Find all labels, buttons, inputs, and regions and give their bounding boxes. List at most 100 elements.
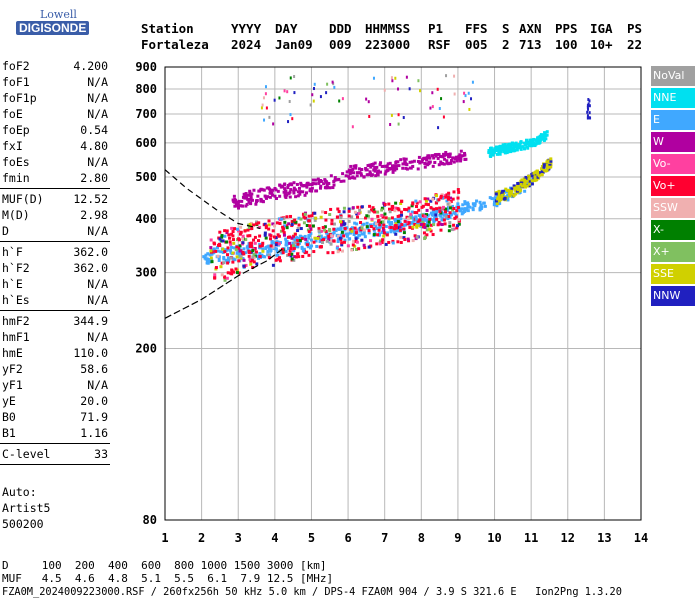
echo-mark bbox=[514, 187, 518, 191]
echo-mark bbox=[231, 238, 235, 242]
echo-mark bbox=[319, 215, 323, 219]
x-tick-label: 8 bbox=[418, 531, 425, 545]
echo-mark bbox=[349, 228, 353, 232]
echo-mark bbox=[264, 85, 267, 89]
echo-mark bbox=[383, 88, 386, 92]
echo-mark bbox=[281, 228, 285, 232]
echo-mark bbox=[280, 247, 284, 251]
echo-mark bbox=[408, 225, 412, 229]
echo-mark bbox=[251, 265, 255, 269]
param-row: hmF1 N/A bbox=[0, 329, 110, 345]
echo-mark bbox=[377, 232, 381, 236]
echo-mark bbox=[258, 252, 262, 256]
echo-mark bbox=[359, 228, 363, 232]
echo-mark bbox=[330, 218, 334, 222]
param-value: 362.0 bbox=[73, 245, 108, 259]
echo-mark bbox=[297, 216, 301, 220]
echo-mark bbox=[271, 229, 275, 233]
echo-mark bbox=[297, 223, 301, 227]
echo-mark bbox=[227, 233, 231, 237]
echo-mark bbox=[234, 267, 238, 271]
echo-mark bbox=[398, 214, 402, 218]
echo-mark bbox=[456, 202, 460, 206]
echo-mark bbox=[241, 195, 245, 199]
echo-mark bbox=[415, 201, 419, 205]
echo-mark bbox=[367, 229, 371, 233]
echo-mark bbox=[389, 228, 393, 232]
echo-mark bbox=[380, 230, 384, 234]
echo-mark bbox=[298, 238, 302, 242]
echo-mark bbox=[542, 167, 546, 171]
param-name: foE bbox=[2, 107, 23, 121]
echo-mark bbox=[318, 240, 322, 244]
echo-mark bbox=[459, 159, 463, 163]
echo-mark bbox=[261, 241, 265, 245]
echo-mark bbox=[296, 245, 300, 249]
echo-mark bbox=[449, 196, 453, 200]
echo-mark bbox=[425, 208, 429, 212]
echo-mark bbox=[362, 228, 366, 232]
echo-mark bbox=[231, 251, 235, 255]
echo-mark bbox=[525, 184, 529, 188]
echo-mark bbox=[227, 258, 231, 262]
echo-mark bbox=[413, 234, 417, 238]
echo-mark bbox=[422, 222, 426, 226]
echo-mark bbox=[384, 170, 388, 174]
echo-mark bbox=[442, 115, 445, 119]
param-name: D bbox=[2, 224, 9, 238]
echo-mark bbox=[429, 223, 433, 227]
echo-mark bbox=[359, 221, 363, 225]
echo-mark bbox=[234, 248, 238, 252]
echo-mark bbox=[391, 241, 395, 245]
param-name: h`F bbox=[2, 245, 23, 259]
echo-mark bbox=[268, 195, 272, 199]
legend-item: W bbox=[651, 132, 695, 152]
header-label-4: HHMMSS bbox=[365, 21, 411, 36]
echo-mark bbox=[340, 243, 344, 247]
param-value: N/A bbox=[87, 293, 108, 307]
plot-border bbox=[164, 66, 642, 521]
echo-mark bbox=[255, 220, 259, 224]
echo-mark bbox=[409, 214, 413, 218]
echo-mark bbox=[466, 201, 470, 205]
y-tick-label: 500 bbox=[135, 170, 157, 184]
echo-mark bbox=[315, 244, 319, 248]
echo-mark bbox=[261, 249, 265, 253]
echo-mark bbox=[348, 176, 352, 180]
echo-mark bbox=[503, 148, 507, 152]
echo-mark bbox=[335, 178, 339, 182]
echo-mark bbox=[332, 239, 336, 243]
echo-mark bbox=[535, 141, 539, 145]
legend-item: Vo- bbox=[651, 154, 695, 174]
echo-mark bbox=[314, 182, 318, 186]
echo-mark bbox=[310, 186, 314, 190]
echo-mark bbox=[439, 228, 443, 232]
echo-mark bbox=[381, 220, 385, 224]
echo-mark bbox=[389, 123, 392, 127]
echo-mark bbox=[239, 256, 243, 260]
echo-mark bbox=[346, 244, 350, 248]
echo-mark bbox=[510, 143, 514, 147]
echo-mark bbox=[349, 231, 353, 235]
header-value-0: Fortaleza bbox=[141, 37, 209, 52]
echo-mark bbox=[262, 96, 265, 100]
echo-mark bbox=[235, 255, 239, 259]
echo-mark bbox=[353, 176, 357, 180]
echo-mark bbox=[212, 247, 216, 251]
echo-mark bbox=[208, 253, 212, 257]
header-value-2: Jan09 bbox=[275, 37, 313, 52]
echo-mark bbox=[357, 167, 361, 171]
echo-mark bbox=[254, 250, 258, 254]
echo-mark bbox=[238, 244, 242, 248]
param-divider bbox=[0, 241, 110, 242]
echo-mark bbox=[431, 105, 434, 109]
echo-mark bbox=[332, 222, 336, 226]
echo-mark bbox=[376, 216, 380, 220]
echo-mark bbox=[448, 224, 452, 228]
echo-mark bbox=[319, 245, 323, 249]
echo-mark bbox=[518, 143, 522, 147]
echo-mark bbox=[503, 143, 507, 147]
echo-mark bbox=[377, 219, 381, 223]
echo-mark bbox=[206, 261, 210, 265]
echo-mark bbox=[376, 214, 380, 218]
